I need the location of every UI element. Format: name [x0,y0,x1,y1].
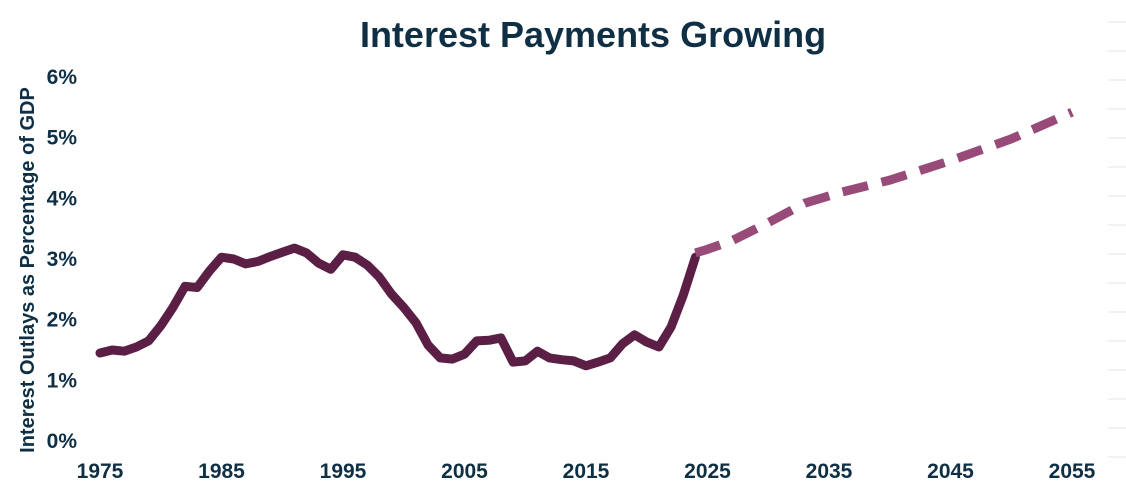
y-tick-label: 5% [47,127,78,150]
right-edge-decoration [1108,21,1126,458]
x-tick-label: 2035 [806,460,853,483]
chart-title: Interest Payments Growing [360,14,826,55]
x-tick-label: 1985 [198,460,245,483]
x-tick-label: 2025 [684,460,731,483]
y-tick-label: 3% [47,248,78,271]
y-tick-label: 2% [47,309,78,332]
x-tick-label: 1995 [320,460,367,483]
x-tick-label: 2055 [1049,460,1096,483]
y-tick-label: 1% [47,369,78,392]
x-tick-label: 2045 [927,460,974,483]
series-line-historical [95,243,700,371]
y-tick-label: 6% [47,66,78,89]
y-axis-ticks: 0% 1% 2% 3% 4% 5% 6% [47,66,78,453]
x-tick-label: 2005 [441,460,488,483]
series-layer [95,108,1074,371]
series-line-projected [694,108,1074,258]
x-tick-label: 1975 [77,460,124,483]
x-axis-ticks: 1975 1985 1995 2005 2015 2025 2035 2045 2055 [77,460,1096,483]
y-tick-label: 0% [47,430,78,453]
y-tick-label: 4% [47,187,78,210]
y-axis-label: Interest Outlays as Percentage of GDP [17,87,39,453]
x-tick-label: 2015 [563,460,610,483]
